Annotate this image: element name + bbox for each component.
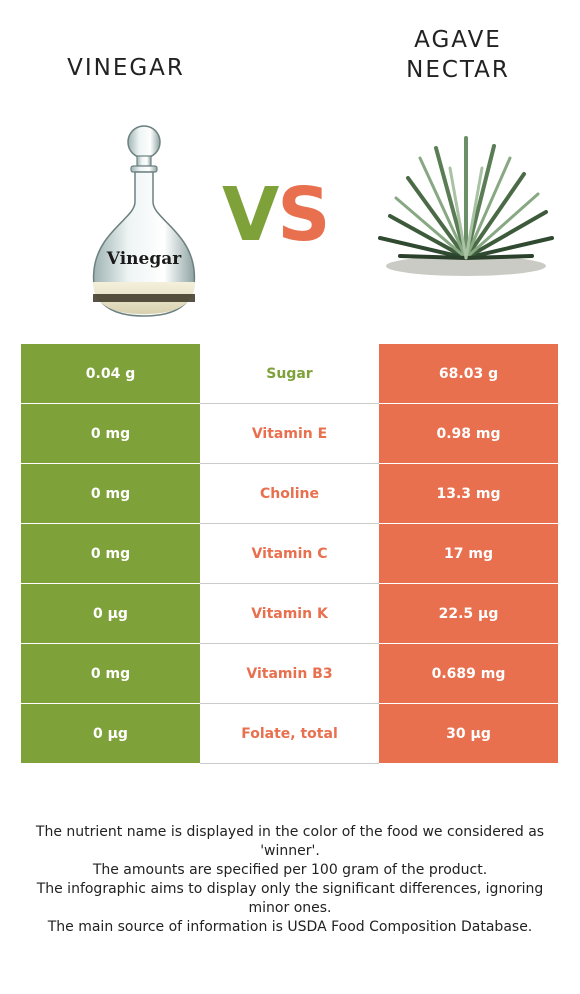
table-row: 0 µg Folate, total 30 µg (21, 703, 558, 764)
table-row: 0.04 g Sugar 68.03 g (21, 344, 558, 404)
footnotes: The nutrient name is displayed in the co… (20, 823, 560, 937)
footnote-3: The infographic aims to display only the… (36, 881, 544, 916)
right-value: 68.03 g (379, 344, 558, 404)
right-food-title: AGAVE NECTAR (348, 25, 568, 85)
nutrient-name: Vitamin C (200, 523, 379, 584)
left-value: 0 mg (21, 523, 200, 584)
right-food-name-line1: AGAVE (414, 27, 502, 53)
footnote-1: The nutrient name is displayed in the co… (35, 824, 545, 859)
right-value: 17 mg (379, 523, 558, 584)
right-value: 0.98 mg (379, 403, 558, 464)
left-value: 0 mg (21, 643, 200, 704)
left-value: 0 µg (21, 703, 200, 764)
vs-label: VS (222, 168, 331, 262)
vs-s: S (277, 172, 330, 258)
right-value: 0.689 mg (379, 643, 558, 704)
nutrient-name: Vitamin E (200, 403, 379, 464)
right-food-name-line2: NECTAR (406, 57, 510, 83)
table-row: 0 mg Vitamin E 0.98 mg (21, 403, 558, 464)
left-food-title: VINEGAR (16, 53, 236, 83)
left-value: 0.04 g (21, 344, 200, 404)
footnote-4: The main source of information is USDA F… (47, 919, 533, 935)
footnote-2: The amounts are specified per 100 gram o… (92, 862, 488, 878)
nutrient-name: Vitamin B3 (200, 643, 379, 704)
vs-v: V (222, 172, 279, 258)
left-value: 0 mg (21, 463, 200, 524)
nutrient-name: Vitamin K (200, 583, 379, 644)
table-row: 0 mg Vitamin B3 0.689 mg (21, 643, 558, 704)
right-value: 30 µg (379, 703, 558, 764)
bottle-label-text: Vinegar (106, 249, 182, 269)
left-food-name: VINEGAR (67, 55, 185, 81)
right-value: 13.3 mg (379, 463, 558, 524)
table-row: 0 µg Vitamin K 22.5 µg (21, 583, 558, 644)
nutrient-name: Sugar (200, 344, 379, 404)
table-row: 0 mg Vitamin C 17 mg (21, 523, 558, 584)
left-value: 0 mg (21, 403, 200, 464)
vinegar-bottle-image: Vinegar (92, 125, 196, 317)
right-value: 22.5 µg (379, 583, 558, 644)
agave-plant-image (378, 136, 554, 276)
nutrient-name: Folate, total (200, 703, 379, 764)
nutrient-name: Choline (200, 463, 379, 524)
left-value: 0 µg (21, 583, 200, 644)
table-row: 0 mg Choline 13.3 mg (21, 463, 558, 524)
